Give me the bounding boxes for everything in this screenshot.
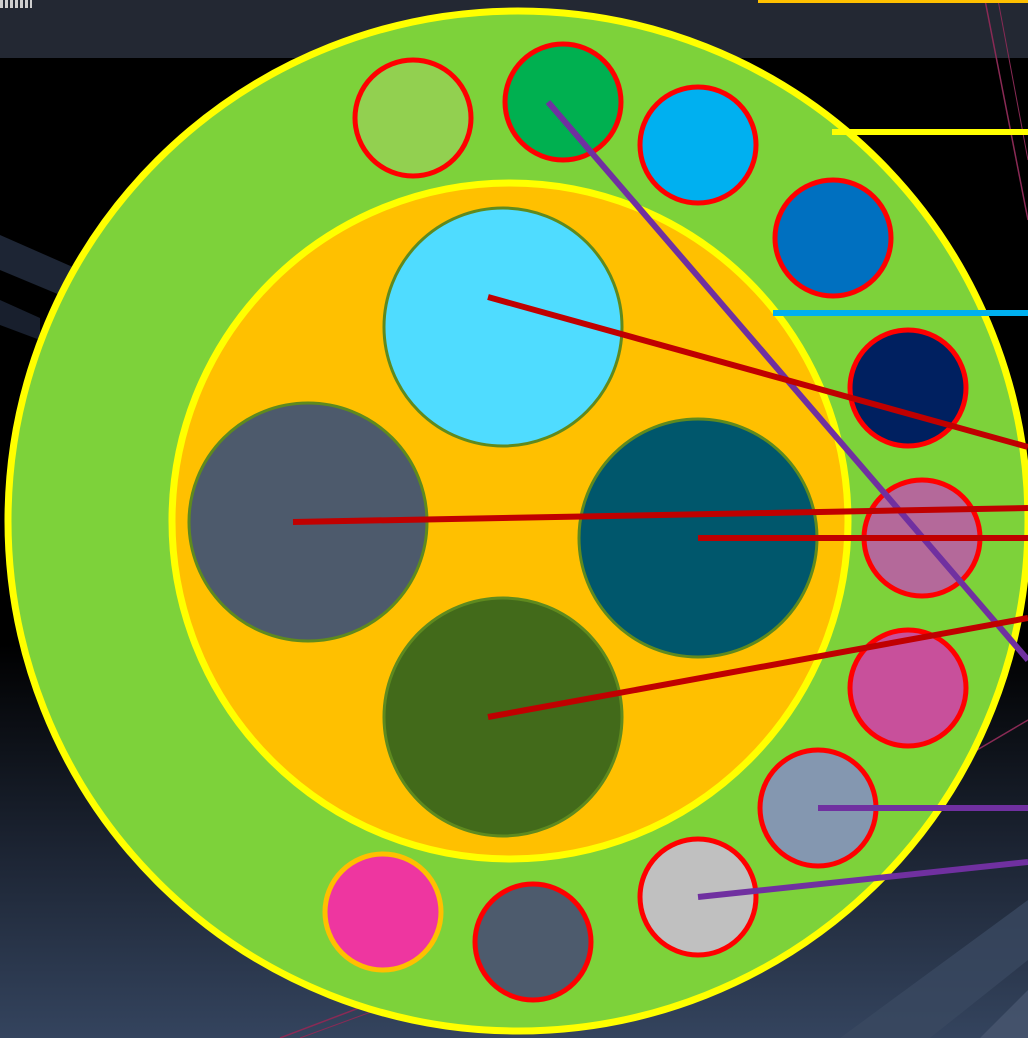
fiber-light-green <box>352 57 474 179</box>
leader-lines <box>292 100 1028 900</box>
leader-line-red-green-tube <box>487 615 1028 720</box>
corner-marks <box>0 0 32 8</box>
tube-light-blue <box>382 206 624 448</box>
top-accent-bar <box>758 0 1028 3</box>
fiber-blue <box>772 177 894 299</box>
fiber-green <box>502 41 624 163</box>
leader-line-red-gray-tube <box>292 505 1028 525</box>
fiber-sky-blue <box>637 84 759 206</box>
fiber-slate <box>472 881 594 1003</box>
leader-line-purple-silver-fiber <box>697 859 1028 900</box>
leader-line-red-light-blue-tube <box>487 294 1028 450</box>
fiber-magenta <box>322 851 444 973</box>
fiber-pink <box>847 627 969 749</box>
fiber-navy <box>847 327 969 449</box>
small-element-group <box>322 41 983 1003</box>
